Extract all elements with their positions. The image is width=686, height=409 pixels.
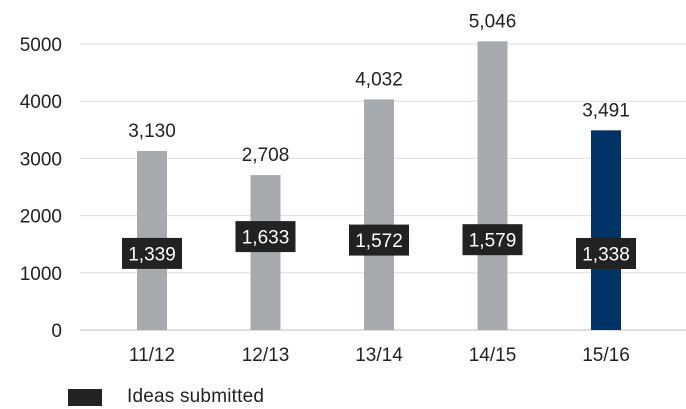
bar-13/14 — [364, 99, 394, 330]
legend-swatch-ideas-submitted — [68, 388, 102, 406]
y-axis-tick-labels: 0 1000 2000 3000 4000 5000 — [20, 35, 62, 342]
y-tick-label-3000: 3000 — [20, 149, 62, 170]
inner-value-label-12/13: 1,633 — [242, 228, 290, 249]
inner-label-box-11/12 — [122, 237, 182, 269]
y-tick-label-0: 0 — [51, 321, 62, 342]
x-tick-label-14/15: 14/15 — [469, 345, 517, 366]
bar-value-label-15/16: 3,491 — [582, 100, 630, 121]
x-tick-label-12/13: 12/13 — [242, 345, 290, 366]
inner-value-label-15/16: 1,338 — [582, 244, 630, 265]
inner-label-box-13/14 — [349, 224, 409, 256]
bar-value-label-12/13: 2,708 — [242, 145, 290, 166]
bar-14/15 — [477, 41, 508, 330]
bar-12/13 — [250, 175, 281, 330]
inner-label-box-12/13 — [235, 221, 296, 253]
bar-chart: 0 1000 2000 3000 4000 5000 3,130 1,339 2,708 1,6… — [20, 11, 686, 366]
bar-value-label-11/12: 3,130 — [128, 121, 176, 142]
y-tick-label-2000: 2000 — [20, 207, 62, 228]
bar-15/16 — [591, 130, 621, 330]
x-tick-label-15/16: 15/16 — [582, 345, 630, 366]
x-tick-label-13/14: 13/14 — [355, 345, 403, 366]
inner-value-label-14/15: 1,579 — [469, 231, 517, 252]
inner-label-box-14/15 — [462, 224, 523, 256]
legend-label-ideas-submitted: Ideas submitted — [127, 386, 265, 407]
inner-value-label-11/12: 1,339 — [128, 244, 176, 265]
bar-value-label-13/14: 4,032 — [355, 69, 403, 90]
inner-label-box-15/16 — [576, 237, 636, 269]
legend: Ideas submitted — [68, 386, 264, 408]
y-tick-label-5000: 5000 — [20, 35, 62, 56]
x-tick-label-11/12: 11/12 — [129, 345, 175, 366]
y-tick-label-4000: 4000 — [20, 92, 62, 113]
y-tick-label-1000: 1000 — [20, 264, 62, 285]
x-axis-tick-labels: 11/12 12/13 13/14 14/15 15/16 — [129, 345, 630, 366]
bars: 3,130 1,339 2,708 1,633 4,032 1,572 5,046 1,579… — [122, 11, 636, 330]
bar-value-label-14/15: 5,046 — [469, 11, 517, 32]
inner-value-label-13/14: 1,572 — [355, 231, 403, 252]
